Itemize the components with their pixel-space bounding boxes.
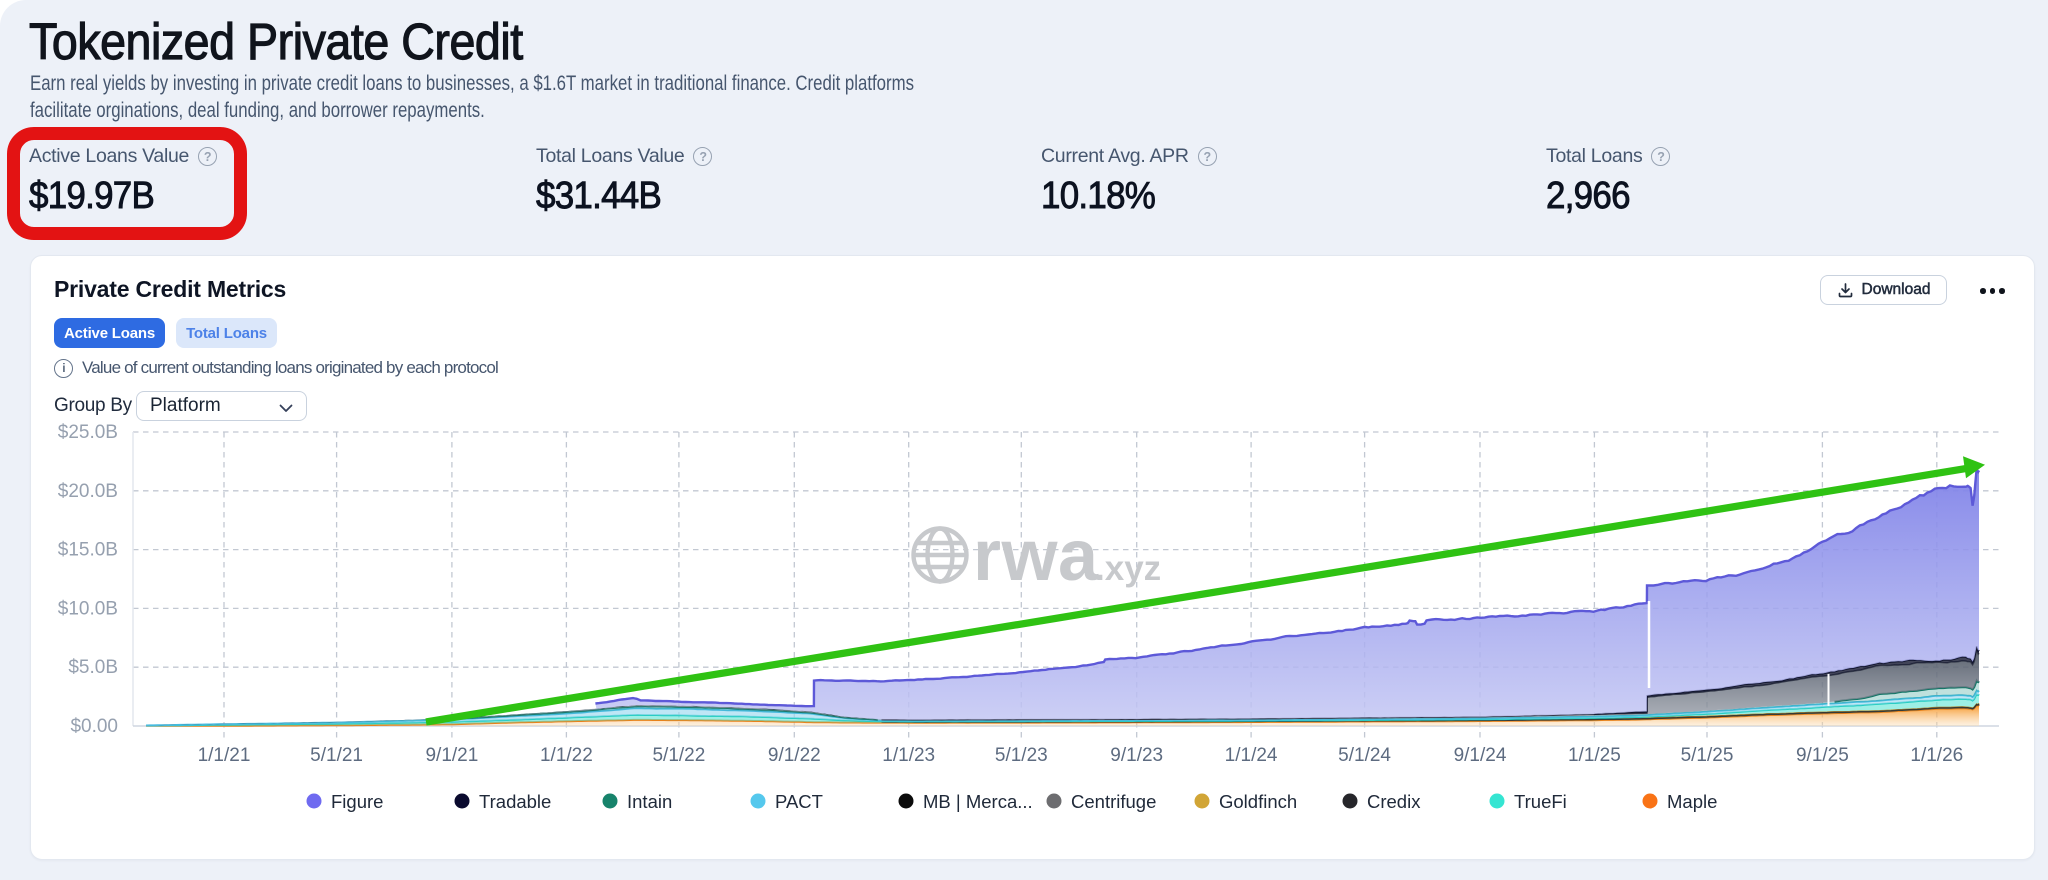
svg-text:Credix: Credix: [1367, 791, 1421, 812]
svg-text:Centrifuge: Centrifuge: [1071, 791, 1156, 812]
svg-text:5/1/24: 5/1/24: [1338, 745, 1391, 766]
svg-text:1/1/23: 1/1/23: [882, 745, 935, 766]
svg-text:1/1/21: 1/1/21: [198, 745, 251, 766]
svg-text:Intain: Intain: [627, 791, 672, 812]
svg-text:$10.0B: $10.0B: [58, 598, 118, 619]
svg-text:PACT: PACT: [775, 791, 823, 812]
svg-text:9/1/22: 9/1/22: [768, 745, 821, 766]
svg-text:$5.0B: $5.0B: [68, 657, 118, 678]
svg-text:1/1/25: 1/1/25: [1568, 745, 1621, 766]
svg-text:5/1/21: 5/1/21: [310, 745, 363, 766]
svg-text:$20.0B: $20.0B: [58, 481, 118, 502]
svg-text:5/1/25: 5/1/25: [1681, 745, 1734, 766]
svg-text:MB | Merca...: MB | Merca...: [923, 791, 1033, 812]
svg-text:Tradable: Tradable: [479, 791, 551, 812]
svg-text:Goldfinch: Goldfinch: [1219, 791, 1297, 812]
svg-text:9/1/23: 9/1/23: [1110, 745, 1163, 766]
svg-text:$15.0B: $15.0B: [58, 540, 118, 561]
svg-text:9/1/24: 9/1/24: [1454, 745, 1507, 766]
svg-text:$25.0B: $25.0B: [58, 422, 118, 443]
svg-text:5/1/22: 5/1/22: [652, 745, 705, 766]
svg-text:1/1/24: 1/1/24: [1225, 745, 1278, 766]
svg-text:.xyz: .xyz: [1095, 549, 1161, 588]
svg-text:Figure: Figure: [331, 791, 383, 812]
svg-text:9/1/25: 9/1/25: [1796, 745, 1849, 766]
svg-text:rwa: rwa: [973, 516, 1099, 596]
svg-text:Maple: Maple: [1667, 791, 1717, 812]
svg-text:$0.00: $0.00: [70, 716, 118, 737]
svg-text:5/1/23: 5/1/23: [995, 745, 1048, 766]
svg-text:1/1/22: 1/1/22: [540, 745, 593, 766]
svg-text:TrueFi: TrueFi: [1514, 791, 1567, 812]
svg-text:9/1/21: 9/1/21: [425, 745, 478, 766]
svg-text:1/1/26: 1/1/26: [1910, 745, 1963, 766]
